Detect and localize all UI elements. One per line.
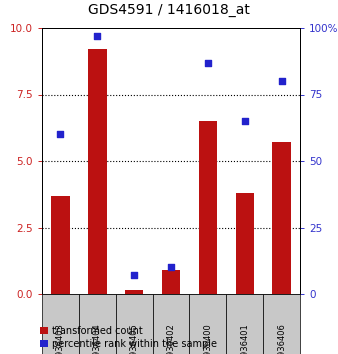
Text: GSM936405: GSM936405 bbox=[130, 324, 139, 354]
Text: GSM936400: GSM936400 bbox=[203, 324, 212, 354]
Text: GSM936406: GSM936406 bbox=[277, 324, 286, 354]
Bar bbox=[125, 290, 143, 294]
Bar bbox=[162, 270, 180, 294]
Bar bbox=[51, 195, 70, 294]
Text: GSM936403: GSM936403 bbox=[56, 324, 65, 354]
Point bbox=[168, 264, 174, 270]
Point bbox=[95, 33, 100, 39]
Text: GSM936401: GSM936401 bbox=[240, 324, 249, 354]
Point bbox=[279, 78, 284, 84]
Bar bbox=[88, 49, 106, 294]
Bar bbox=[79, 294, 116, 354]
Bar bbox=[116, 294, 152, 354]
Legend: transformed count, percentile rank within the sample: transformed count, percentile rank withi… bbox=[40, 326, 217, 349]
Bar bbox=[42, 294, 79, 354]
Bar bbox=[272, 142, 291, 294]
Bar bbox=[152, 294, 189, 354]
Point bbox=[131, 273, 137, 278]
Bar bbox=[199, 121, 217, 294]
Text: GSM936402: GSM936402 bbox=[167, 324, 175, 354]
Text: GSM936404: GSM936404 bbox=[93, 324, 102, 354]
Point bbox=[58, 132, 63, 137]
Bar bbox=[236, 193, 254, 294]
Bar bbox=[226, 294, 263, 354]
Bar bbox=[189, 294, 226, 354]
Bar bbox=[263, 294, 300, 354]
Text: GDS4591 / 1416018_at: GDS4591 / 1416018_at bbox=[88, 3, 250, 17]
Point bbox=[205, 60, 211, 65]
Point bbox=[242, 118, 247, 124]
